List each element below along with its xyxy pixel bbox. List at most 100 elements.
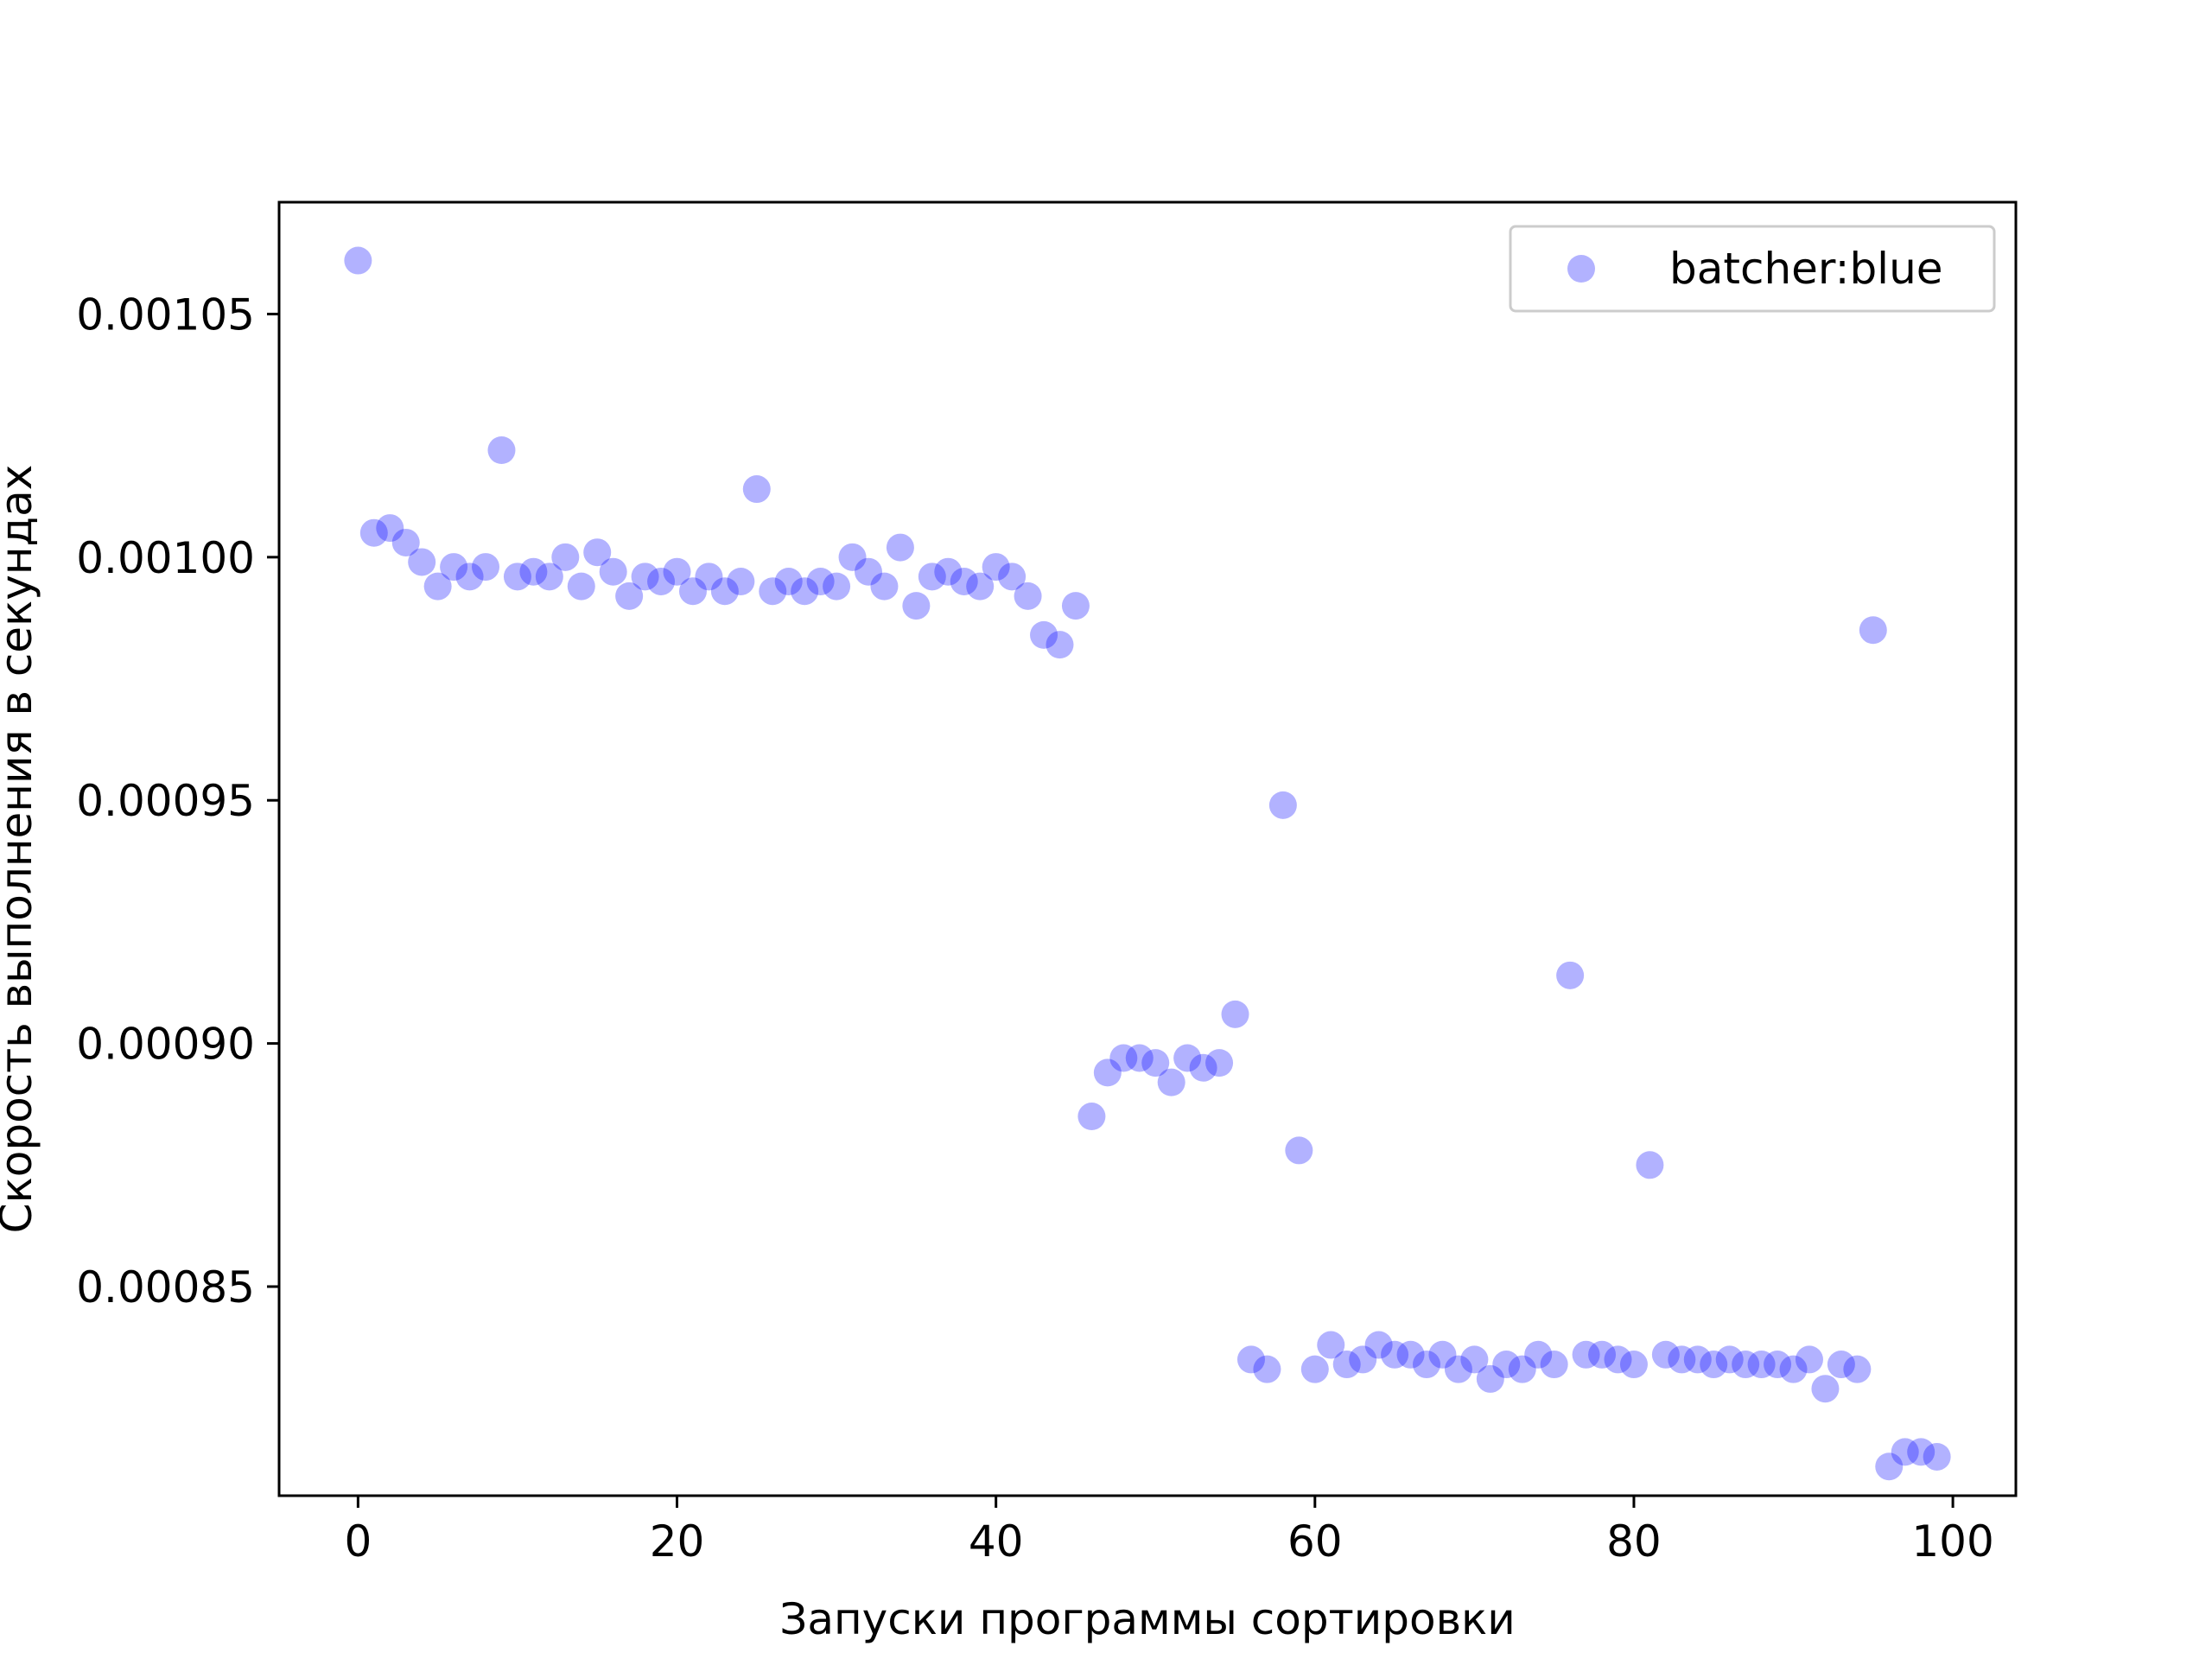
plot-area-frame	[277, 200, 2018, 1497]
data-point	[1795, 1345, 1823, 1374]
data-point	[727, 567, 755, 595]
data-point	[487, 436, 516, 465]
data-point	[440, 553, 468, 582]
data-point	[1636, 1151, 1664, 1179]
data-point	[631, 563, 659, 591]
data-point	[791, 577, 819, 606]
data-point	[1061, 592, 1090, 620]
data-point	[1715, 1345, 1744, 1374]
data-point	[934, 557, 963, 586]
data-point	[1683, 1345, 1712, 1374]
data-point	[1476, 1364, 1504, 1393]
x-tick-label: 100	[1911, 1516, 1993, 1567]
data-point	[1157, 1068, 1185, 1096]
data-point	[1253, 1355, 1281, 1383]
x-tick-label: 60	[1287, 1516, 1343, 1567]
data-point	[359, 518, 388, 547]
data-point	[982, 553, 1010, 582]
x-tick-label: 0	[344, 1516, 372, 1567]
data-point	[1508, 1355, 1536, 1383]
data-point	[1014, 582, 1042, 610]
data-point	[1524, 1340, 1553, 1369]
data-point	[391, 528, 420, 556]
data-point	[647, 567, 676, 595]
data-point	[1221, 1000, 1249, 1028]
legend-label: batcher:blue	[1669, 244, 1943, 294]
data-point	[1700, 1351, 1728, 1379]
data-point	[1859, 616, 1887, 645]
data-point	[1907, 1438, 1936, 1466]
data-point	[1779, 1355, 1808, 1383]
data-point	[1189, 1053, 1217, 1082]
data-point	[472, 553, 500, 582]
x-tick-label: 40	[969, 1516, 1024, 1567]
data-point	[886, 533, 914, 562]
data-point	[1444, 1355, 1472, 1383]
data-point	[1604, 1345, 1632, 1374]
data-point	[1141, 1049, 1170, 1077]
data-point	[1364, 1331, 1393, 1359]
data-point	[583, 538, 612, 567]
data-point	[759, 577, 787, 606]
x-tick-label: 80	[1606, 1516, 1662, 1567]
data-point	[1827, 1351, 1855, 1379]
data-point	[1381, 1340, 1409, 1369]
data-point	[1875, 1452, 1904, 1481]
data-point	[1619, 1351, 1648, 1379]
data-point	[1923, 1442, 1951, 1471]
data-point	[1093, 1058, 1122, 1087]
data-point	[742, 475, 771, 504]
data-point	[1236, 1345, 1265, 1374]
data-point	[1747, 1351, 1776, 1379]
data-point	[503, 563, 531, 591]
data-point	[1764, 1351, 1792, 1379]
data-point	[823, 572, 851, 601]
data-point	[1300, 1355, 1329, 1383]
data-point	[1285, 1136, 1313, 1165]
data-point	[423, 572, 452, 601]
y-tick-label: 0.00095	[76, 776, 255, 826]
data-point	[1396, 1340, 1425, 1369]
data-point	[1891, 1438, 1919, 1466]
data-point	[1811, 1375, 1840, 1403]
data-point	[1668, 1345, 1696, 1374]
data-point	[599, 557, 627, 586]
data-point	[1030, 620, 1058, 649]
data-points	[344, 246, 1951, 1481]
data-point	[1428, 1340, 1457, 1369]
data-point	[1125, 1044, 1154, 1072]
data-point	[950, 567, 978, 595]
data-point	[966, 572, 995, 601]
y-axis-label: Скорость выполнения в секундах	[0, 465, 41, 1234]
data-point	[1317, 1331, 1345, 1359]
data-point	[1540, 1351, 1568, 1379]
data-point	[535, 563, 563, 591]
x-axis-label: Запуски программы сортировки	[779, 1594, 1515, 1644]
y-tick-label: 0.00085	[76, 1262, 255, 1313]
legend-box	[1509, 225, 1996, 313]
x-axis-ticks: 0 20 40 60 80 100	[344, 1496, 1994, 1567]
data-point	[774, 567, 803, 595]
data-point	[1046, 631, 1074, 659]
data-point	[902, 592, 931, 620]
data-point	[455, 563, 484, 591]
legend: batcher:blue	[1509, 225, 1996, 313]
data-point	[551, 543, 580, 571]
data-point	[1460, 1345, 1489, 1374]
data-point	[1268, 791, 1297, 819]
y-tick-label: 0.00090	[76, 1020, 255, 1070]
y-axis-ticks: 0.00085 0.00090 0.00095 0.00100 0.00105	[76, 289, 279, 1313]
data-point	[1492, 1351, 1521, 1379]
data-point	[695, 563, 723, 591]
data-point	[1732, 1351, 1760, 1379]
data-point	[918, 563, 946, 591]
legend-marker	[1567, 255, 1595, 283]
data-point	[1349, 1345, 1377, 1374]
data-point	[1843, 1355, 1872, 1383]
data-point	[1173, 1044, 1202, 1072]
data-point	[519, 557, 548, 586]
data-point	[1588, 1340, 1617, 1369]
data-point	[567, 572, 595, 601]
y-tick-label: 0.00105	[76, 289, 255, 340]
